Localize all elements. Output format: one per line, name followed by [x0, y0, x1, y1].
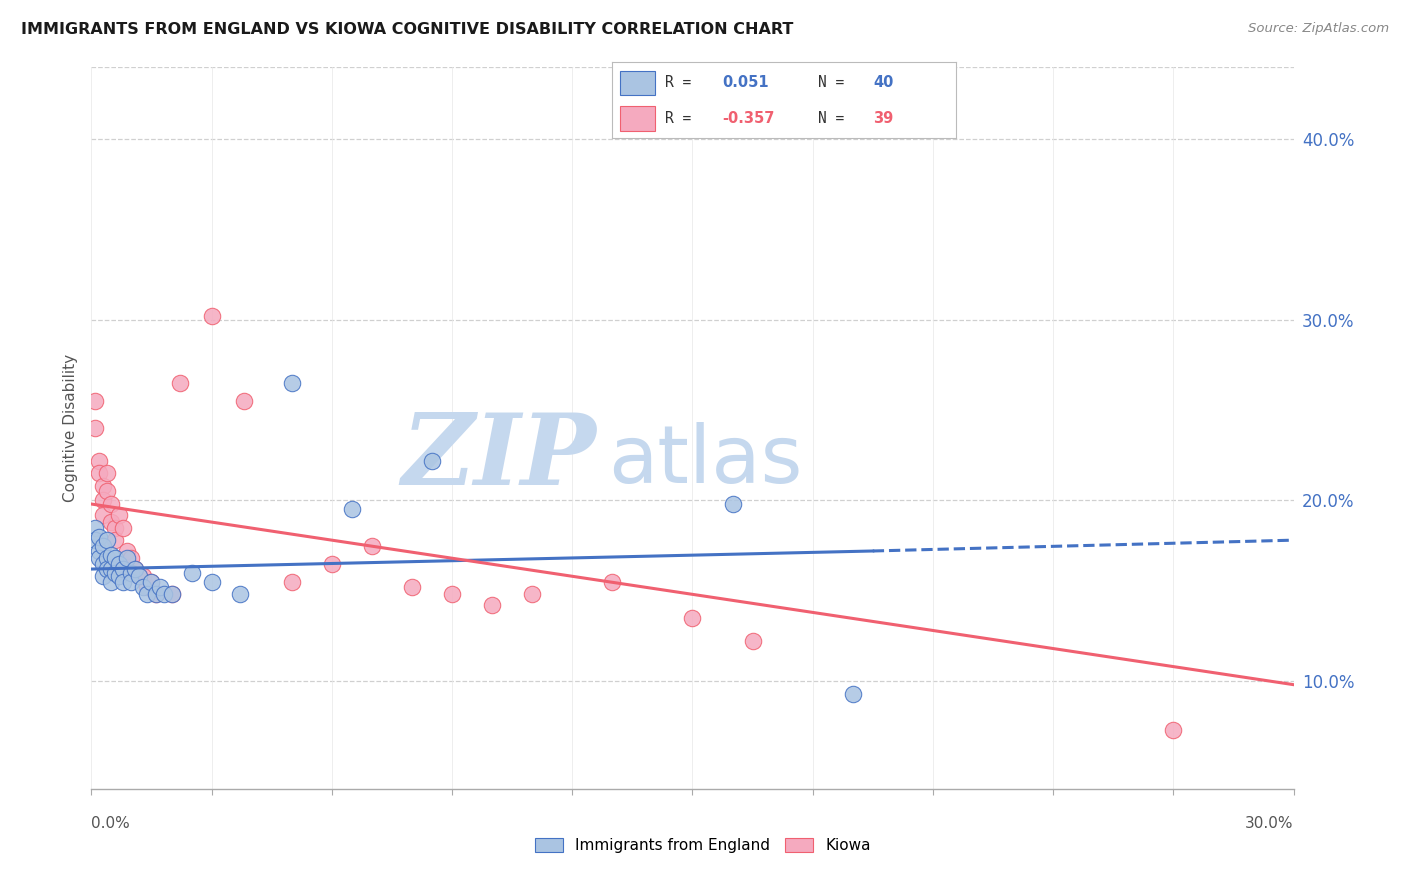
- Point: [121, 551, 143, 566]
- Point: [96, 533, 118, 548]
- Point: [108, 508, 131, 522]
- Point: [112, 562, 135, 576]
- Point: [228, 587, 250, 601]
- Point: [232, 394, 254, 409]
- Point: [93, 508, 115, 522]
- Text: 30.0%: 30.0%: [1246, 816, 1294, 830]
- Point: [124, 562, 146, 576]
- Point: [100, 562, 122, 576]
- Point: [201, 309, 224, 323]
- Point: [201, 574, 224, 589]
- Point: [132, 569, 155, 583]
- Point: [93, 557, 115, 571]
- Point: [121, 566, 143, 580]
- Point: [93, 479, 115, 493]
- Point: [84, 533, 107, 548]
- Point: [96, 562, 118, 576]
- Text: Source: ZipAtlas.com: Source: ZipAtlas.com: [1249, 22, 1389, 36]
- FancyBboxPatch shape: [620, 106, 655, 130]
- Text: -0.357: -0.357: [721, 111, 775, 126]
- Point: [100, 497, 122, 511]
- Point: [160, 587, 183, 601]
- Point: [108, 569, 131, 583]
- Point: [602, 574, 624, 589]
- Text: R =: R =: [665, 111, 692, 126]
- Point: [89, 467, 111, 481]
- Text: N =: N =: [818, 76, 845, 90]
- Point: [104, 566, 127, 580]
- Point: [132, 580, 155, 594]
- Point: [93, 569, 115, 583]
- Point: [141, 574, 163, 589]
- Point: [145, 587, 167, 601]
- Point: [420, 453, 443, 467]
- Point: [96, 551, 118, 566]
- Point: [169, 376, 191, 390]
- Point: [141, 574, 163, 589]
- Text: 39: 39: [873, 111, 894, 126]
- FancyBboxPatch shape: [620, 70, 655, 95]
- Point: [112, 574, 135, 589]
- Point: [160, 587, 183, 601]
- Point: [481, 598, 503, 612]
- Text: ZIP: ZIP: [401, 409, 596, 505]
- Point: [89, 544, 111, 558]
- Point: [104, 520, 127, 534]
- Point: [741, 634, 763, 648]
- Text: IMMIGRANTS FROM ENGLAND VS KIOWA COGNITIVE DISABILITY CORRELATION CHART: IMMIGRANTS FROM ENGLAND VS KIOWA COGNITI…: [21, 22, 793, 37]
- Point: [281, 376, 304, 390]
- Point: [93, 539, 115, 553]
- Point: [124, 562, 146, 576]
- Point: [89, 453, 111, 467]
- Point: [145, 587, 167, 601]
- Point: [681, 611, 703, 625]
- Text: atlas: atlas: [609, 422, 803, 500]
- Text: N =: N =: [818, 111, 845, 126]
- Legend: Immigrants from England, Kiowa: Immigrants from England, Kiowa: [536, 838, 870, 853]
- Point: [96, 467, 118, 481]
- Text: 40: 40: [873, 76, 894, 90]
- Point: [841, 687, 863, 701]
- Point: [128, 569, 150, 583]
- Point: [148, 580, 170, 594]
- Point: [96, 484, 118, 499]
- Point: [89, 551, 111, 566]
- Text: 0.051: 0.051: [721, 76, 769, 90]
- Point: [1163, 723, 1185, 737]
- Point: [100, 548, 122, 562]
- Point: [401, 580, 423, 594]
- Point: [100, 515, 122, 529]
- Point: [104, 533, 127, 548]
- Point: [117, 551, 139, 566]
- Point: [84, 421, 107, 435]
- Point: [522, 587, 544, 601]
- Point: [84, 394, 107, 409]
- Point: [128, 569, 150, 583]
- Point: [136, 580, 159, 594]
- Point: [321, 557, 343, 571]
- Text: R =: R =: [665, 76, 692, 90]
- Point: [93, 493, 115, 508]
- Point: [112, 557, 135, 571]
- Point: [180, 566, 202, 580]
- Point: [721, 497, 744, 511]
- Point: [100, 574, 122, 589]
- Point: [440, 587, 463, 601]
- Point: [136, 587, 159, 601]
- Point: [152, 587, 174, 601]
- Point: [121, 574, 143, 589]
- Y-axis label: Cognitive Disability: Cognitive Disability: [63, 354, 79, 502]
- Point: [281, 574, 304, 589]
- Point: [84, 520, 107, 534]
- Point: [117, 544, 139, 558]
- Point: [89, 530, 111, 544]
- Point: [104, 551, 127, 566]
- Text: 0.0%: 0.0%: [91, 816, 131, 830]
- Point: [360, 539, 382, 553]
- Point: [112, 520, 135, 534]
- Point: [340, 502, 363, 516]
- Point: [108, 557, 131, 571]
